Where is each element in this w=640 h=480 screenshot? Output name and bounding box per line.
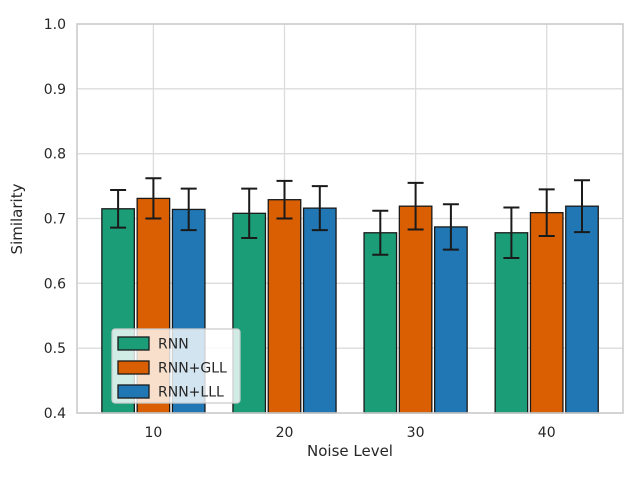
y-tick-label: 1.0: [44, 17, 66, 33]
y-axis-label: Similarity: [8, 183, 26, 254]
legend-label-RNN+LLL: RNN+LLL: [158, 385, 224, 401]
y-tick-label: 0.4: [44, 406, 66, 422]
bar-RNN-30: [363, 232, 398, 414]
bar-RNN-20: [232, 212, 267, 414]
x-tick-label: 40: [538, 425, 556, 441]
bar-RNN+GLL-30: [398, 205, 433, 414]
x-tick-label: 10: [144, 425, 162, 441]
legend-label-RNN: RNN: [158, 337, 189, 353]
x-axis-label: Noise Level: [307, 442, 393, 460]
bar-RNN+LLL-30: [433, 226, 468, 414]
bar-RNN+GLL-20: [267, 199, 302, 414]
bar-RNN+GLL-40: [529, 212, 564, 414]
axes-frame: [76, 23, 624, 414]
y-tick-label: 0.7: [44, 212, 66, 228]
legend-swatch-RNN: [117, 336, 150, 351]
y-tick-label: 0.9: [44, 82, 66, 98]
legend-swatch-RNN+GLL: [117, 360, 150, 375]
y-tick-label: 0.6: [44, 276, 66, 292]
legend-label-RNN+GLL: RNN+GLL: [158, 361, 227, 377]
x-tick-label: 30: [407, 425, 425, 441]
y-tick-label: 0.5: [44, 341, 66, 357]
bar-RNN+LLL-40: [565, 205, 599, 414]
x-tick-label: 20: [276, 425, 294, 441]
y-tick-label: 0.8: [44, 147, 66, 163]
chart-plot-area: 0.4 0.5 0.6 0.7 0.8 0.9 1.0 10 20 30 40 RNN RNN+GLL R…: [44, 17, 624, 441]
legend-swatch-RNN+LLL: [117, 384, 150, 399]
bar-RNN-40: [494, 232, 529, 414]
bar-RNN+LLL-20: [302, 207, 337, 414]
